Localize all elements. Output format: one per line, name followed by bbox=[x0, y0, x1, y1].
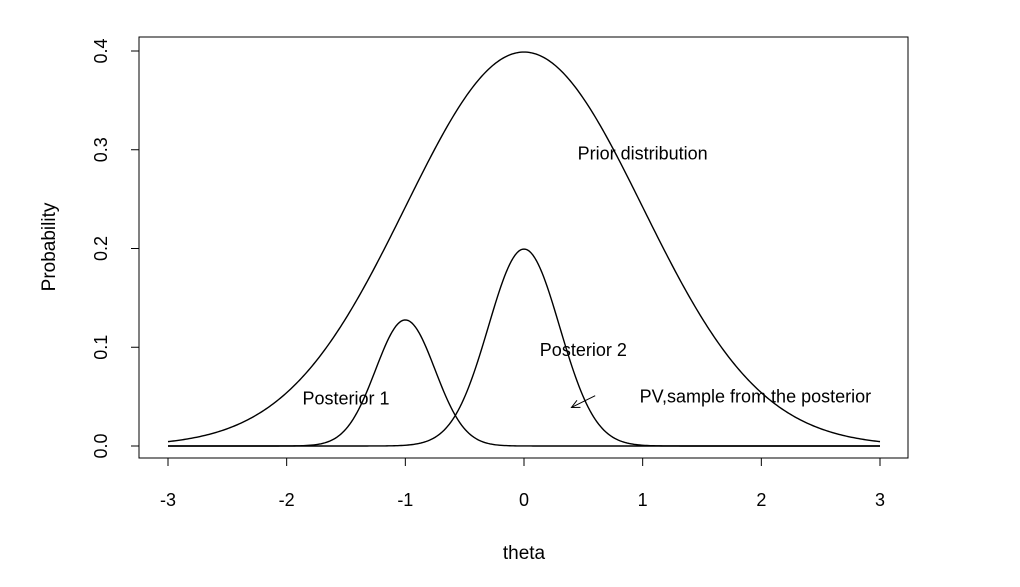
posterior-1-label: Posterior 1 bbox=[302, 389, 389, 409]
x-tick-label: 3 bbox=[875, 490, 885, 510]
x-tick-label: 2 bbox=[756, 490, 766, 510]
x-axis: -3 -2 -1 0 1 2 3 bbox=[160, 457, 885, 510]
prior-curve bbox=[167, 51, 881, 443]
x-axis-title: theta bbox=[503, 543, 546, 564]
x-tick-label: -1 bbox=[397, 490, 413, 510]
pv-arrow-head bbox=[570, 400, 581, 409]
posterior-1-curve bbox=[168, 319, 880, 447]
y-tick-label: 0.3 bbox=[91, 137, 111, 162]
posterior-2-label: Posterior 2 bbox=[540, 340, 627, 360]
y-tick-label: 0.1 bbox=[91, 335, 111, 360]
posterior-2-curve bbox=[168, 248, 880, 447]
curves bbox=[167, 51, 881, 447]
annotations: Prior distribution Posterior 1 Posterior 2… bbox=[302, 144, 871, 409]
y-tick-label: 0.0 bbox=[91, 433, 111, 458]
x-tick-label: -2 bbox=[279, 490, 295, 510]
y-tick-label: 0.4 bbox=[91, 38, 111, 63]
x-tick-label: 1 bbox=[638, 490, 648, 510]
x-tick-label: -3 bbox=[160, 490, 176, 510]
y-tick-label: 0.2 bbox=[91, 236, 111, 261]
y-axis: 0.0 0.1 0.2 0.3 0.4 bbox=[91, 38, 140, 459]
x-tick-label: 0 bbox=[519, 490, 529, 510]
pv-arrow bbox=[571, 395, 596, 408]
pv-sample-label: PV,sample from the posterior bbox=[640, 387, 871, 407]
prior-label: Prior distribution bbox=[578, 144, 708, 164]
y-axis-title: Probability bbox=[39, 202, 60, 291]
